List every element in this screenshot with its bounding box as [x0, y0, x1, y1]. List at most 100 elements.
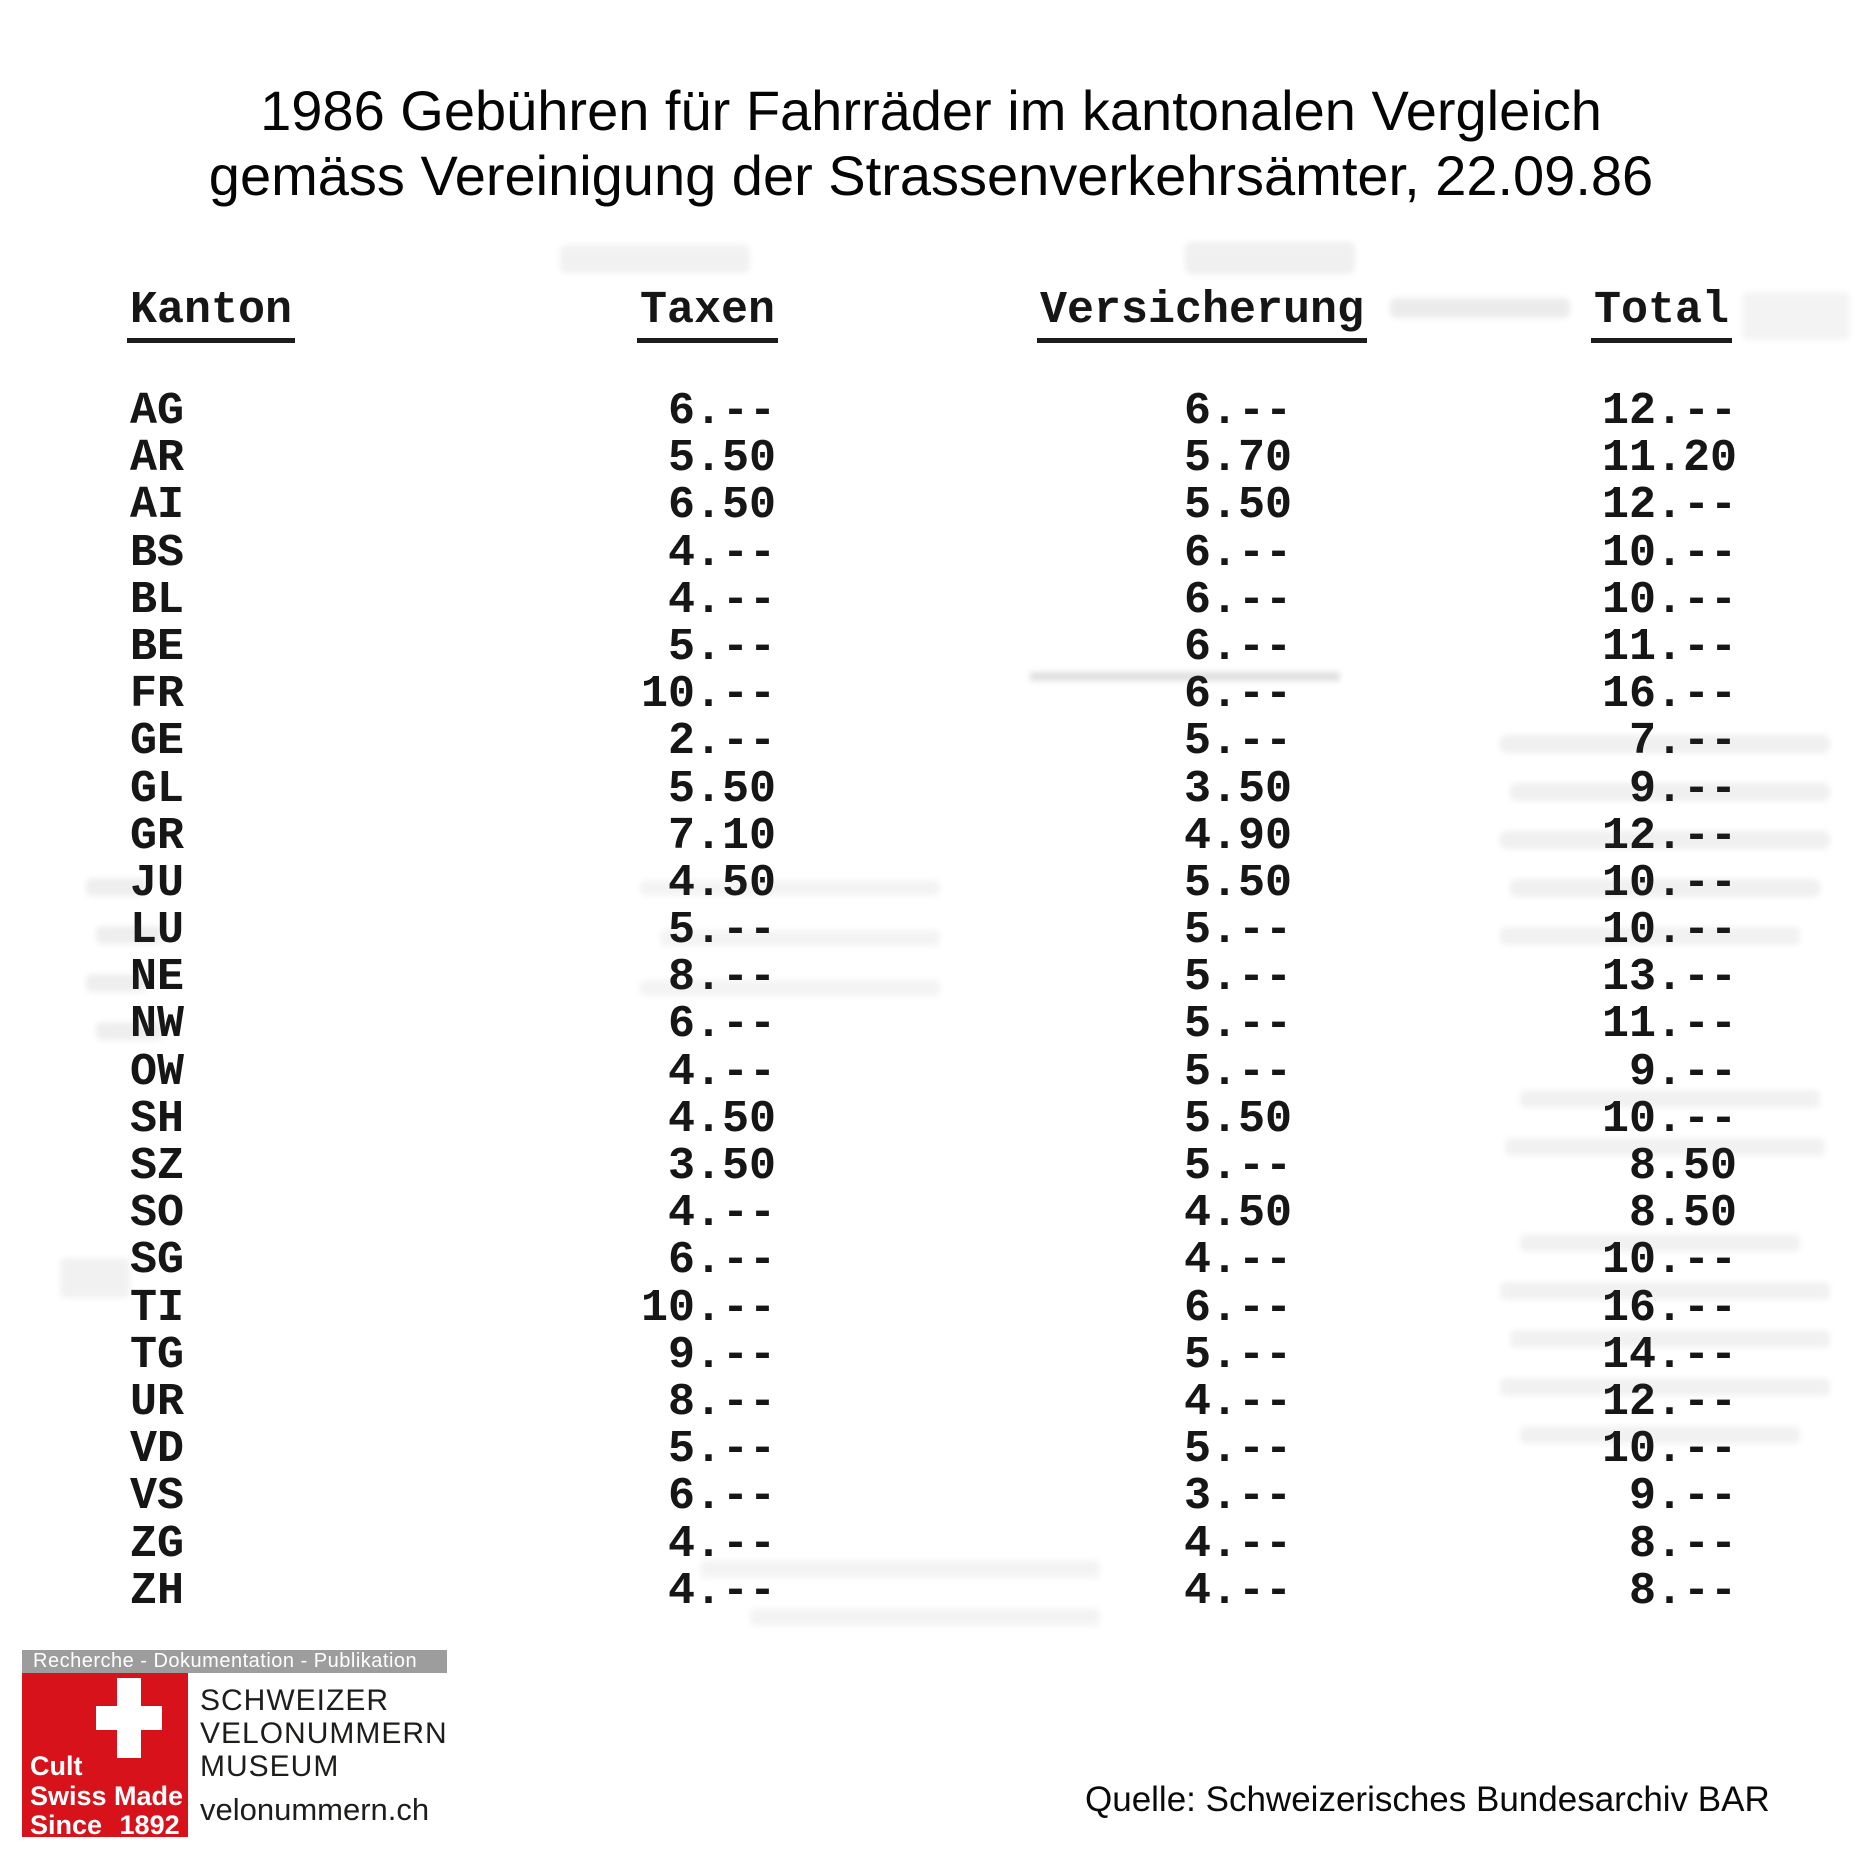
- cell-versicherung: 3.50: [1183, 763, 1292, 815]
- cell-versicherung: 5.--: [1183, 1046, 1292, 1098]
- scan-artifact: [1390, 298, 1570, 318]
- table-row: OW 4.-- 5.-- 9.--: [0, 1049, 1862, 1096]
- cell-versicherung: 3.--: [1183, 1471, 1292, 1523]
- column-header-kanton: Kanton: [127, 286, 296, 343]
- scan-artifact: [96, 926, 162, 944]
- museum-website: velonummern.ch: [200, 1792, 430, 1827]
- cell-total: 10.--: [1601, 1424, 1737, 1476]
- cell-taxen: 5.50: [667, 433, 776, 485]
- cell-kanton: SO: [130, 1188, 185, 1240]
- cell-versicherung: 4.90: [1183, 810, 1292, 862]
- table-row: GR 7.10 4.90 12.--: [0, 813, 1862, 860]
- cell-kanton: FR: [130, 669, 185, 721]
- cell-taxen: 3.50: [667, 1141, 776, 1192]
- scan-artifact: [750, 1608, 1100, 1626]
- cell-taxen: 2.--: [667, 716, 776, 768]
- table-row: ZH 4.-- 4.-- 8.--: [0, 1568, 1862, 1615]
- scan-artifact: [1185, 242, 1355, 274]
- cell-versicherung: 5.--: [1183, 1424, 1292, 1476]
- scan-artifact: [660, 930, 940, 946]
- table-row: BL 4.-- 6.-- 10.--: [0, 577, 1862, 624]
- scan-artifact: [60, 1258, 130, 1298]
- cell-total: 8.--: [1628, 1565, 1737, 1617]
- cell-versicherung: 5.50: [1183, 480, 1292, 532]
- cell-versicherung: 6.--: [1183, 574, 1292, 626]
- cell-kanton: ZH: [130, 1565, 185, 1617]
- cell-total: 16.--: [1601, 669, 1737, 721]
- badge-text: Cult Swiss Made Since 1892: [30, 1751, 183, 1841]
- cell-taxen: 4.--: [667, 1046, 776, 1098]
- cell-taxen: 8.--: [667, 1376, 776, 1428]
- cell-kanton: SH: [130, 1093, 185, 1145]
- cell-total: 10.--: [1601, 527, 1737, 579]
- cell-total: 9.--: [1628, 763, 1737, 815]
- cell-versicherung: 5.--: [1183, 905, 1292, 957]
- cell-kanton: BL: [130, 574, 185, 626]
- cell-taxen: 4.50: [667, 1093, 776, 1145]
- cell-kanton: UR: [130, 1376, 185, 1428]
- cell-taxen: 5.--: [667, 905, 776, 957]
- cell-total: 7.--: [1628, 716, 1737, 768]
- cell-taxen: 10.--: [640, 1282, 776, 1334]
- scan-artifact: [1500, 831, 1830, 849]
- cell-total: 12.--: [1601, 386, 1737, 437]
- source-attribution: Quelle: Schweizerisches Bundesarchiv BAR: [1085, 1780, 1770, 1819]
- cell-versicherung: 5.70: [1183, 433, 1292, 485]
- museum-name: SCHWEIZER VELONUMMERN MUSEUM: [200, 1684, 448, 1783]
- badge-line-cult: Cult: [30, 1751, 83, 1781]
- table-row: TI 10.-- 6.-- 16.--: [0, 1285, 1862, 1332]
- cell-kanton: NE: [130, 952, 185, 1004]
- table-row: TG 9.-- 5.-- 14.--: [0, 1332, 1862, 1379]
- cell-kanton: AI: [130, 480, 185, 532]
- table-row: GE 2.-- 5.-- 7.--: [0, 718, 1862, 765]
- table-row: AI 6.50 5.50 12.--: [0, 482, 1862, 529]
- cell-taxen: 6.--: [667, 1235, 776, 1287]
- cell-total: 9.--: [1628, 1046, 1737, 1098]
- scan-artifact: [1510, 783, 1830, 801]
- table-row: BS 4.-- 6.-- 10.--: [0, 530, 1862, 577]
- cell-kanton: TI: [130, 1282, 185, 1334]
- cell-versicherung: 4.50: [1183, 1188, 1292, 1240]
- cell-taxen: 5.--: [667, 621, 776, 673]
- table-row: JU 4.50 5.50 10.--: [0, 860, 1862, 907]
- cell-total: 16.--: [1601, 1282, 1737, 1334]
- logo-tagline-text: Recherche - Dokumentation - Publikation: [33, 1650, 418, 1672]
- scan-artifact: [700, 1560, 1100, 1578]
- cell-kanton: ZG: [130, 1518, 185, 1570]
- cell-total: 10.--: [1601, 857, 1737, 909]
- cell-taxen: 9.--: [667, 1329, 776, 1381]
- table-row: AR 5.50 5.70 11.20: [0, 435, 1862, 482]
- table-row: SO 4.-- 4.50 8.50: [0, 1190, 1862, 1237]
- table-row: VS 6.-- 3.-- 9.--: [0, 1473, 1862, 1520]
- cell-total: 10.--: [1601, 1235, 1737, 1287]
- scan-artifact: [86, 878, 146, 896]
- cell-versicherung: 5.50: [1183, 857, 1292, 909]
- cell-total: 12.--: [1601, 810, 1737, 862]
- badge-line-since: Since 1892: [30, 1810, 180, 1840]
- cell-versicherung: 4.--: [1183, 1565, 1292, 1617]
- cell-kanton: TG: [130, 1329, 185, 1381]
- scan-artifact: [1510, 1330, 1830, 1348]
- cell-taxen: 7.10: [667, 810, 776, 862]
- cell-versicherung: 4.--: [1183, 1235, 1292, 1287]
- scan-artifact: [1520, 1426, 1800, 1444]
- museum-name-line-1: SCHWEIZER: [200, 1684, 389, 1717]
- column-header-total: Total: [1591, 286, 1733, 343]
- cell-kanton: VD: [130, 1424, 185, 1476]
- cell-taxen: 6.--: [667, 1471, 776, 1523]
- cell-versicherung: 5.--: [1183, 1141, 1292, 1192]
- cell-taxen: 4.--: [667, 527, 776, 579]
- cell-versicherung: 5.--: [1183, 952, 1292, 1004]
- cell-total: 11.--: [1601, 621, 1737, 673]
- scan-artifact: [96, 1022, 162, 1040]
- cell-versicherung: 5.--: [1183, 999, 1292, 1051]
- column-header-versicherung: Versicherung: [1037, 286, 1368, 343]
- table-row: ZG 4.-- 4.-- 8.--: [0, 1521, 1862, 1568]
- scan-artifact: [1520, 1090, 1820, 1108]
- scan-artifact: [86, 974, 146, 992]
- cell-taxen: 4.50: [667, 857, 776, 909]
- scan-artifact: [1505, 1138, 1825, 1156]
- scan-artifact: [640, 980, 940, 996]
